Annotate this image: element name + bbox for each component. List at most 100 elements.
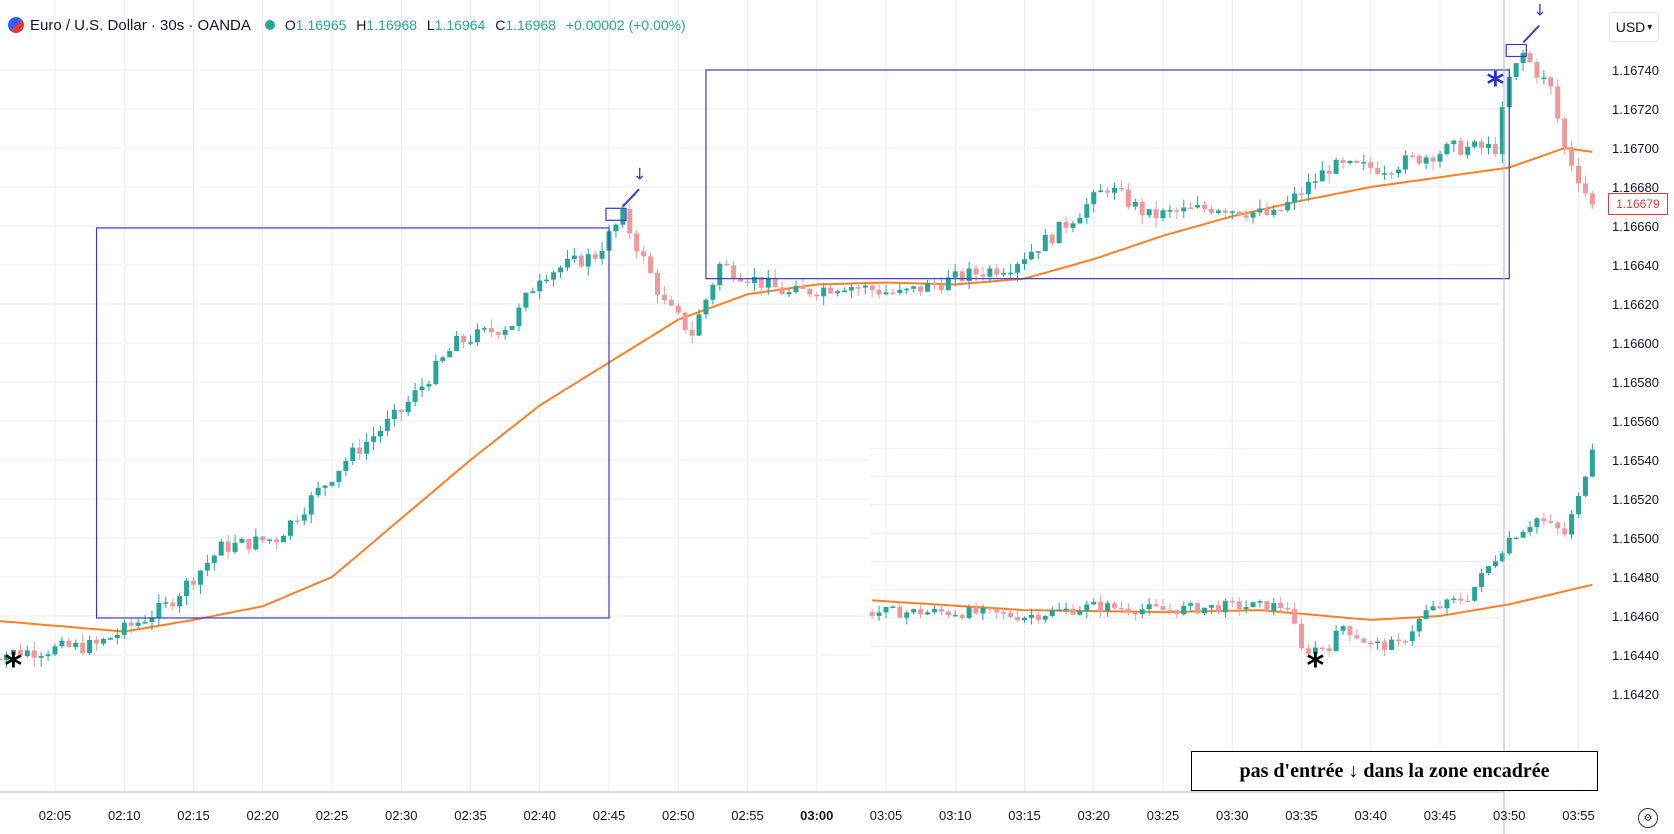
candle-body xyxy=(1132,612,1138,615)
candle-body xyxy=(807,288,813,295)
candle-body xyxy=(1527,527,1533,532)
candle-body xyxy=(1049,234,1055,244)
candle-body xyxy=(1202,607,1208,614)
candle-body xyxy=(689,329,695,336)
price-tick-label: 1.16480 xyxy=(1612,570,1659,585)
candle-body xyxy=(1465,600,1471,603)
candle-body xyxy=(558,267,564,273)
candle-body xyxy=(1112,187,1118,193)
candle-body xyxy=(0,658,3,661)
price-tick-label: 1.16740 xyxy=(1612,63,1659,78)
candle-body xyxy=(114,634,120,639)
candle-body xyxy=(793,286,799,293)
candle-body xyxy=(1451,140,1457,145)
candle-body xyxy=(897,606,903,618)
candle-body xyxy=(1125,608,1131,613)
candle-body xyxy=(814,294,820,297)
settings-gear-icon[interactable]: ⚙ xyxy=(1638,808,1658,828)
candle-body xyxy=(267,539,273,541)
candle-body xyxy=(668,300,674,306)
candle-body xyxy=(758,276,764,288)
candle-body xyxy=(1472,586,1478,601)
candle-body xyxy=(1333,159,1339,174)
candle-body xyxy=(745,281,750,284)
candle-body xyxy=(918,609,924,615)
candle-body xyxy=(1430,157,1436,162)
candle-body xyxy=(308,495,314,515)
candle-body xyxy=(828,287,834,294)
time-tick-label: 02:15 xyxy=(177,808,210,823)
candle-body xyxy=(1001,273,1007,275)
price-tick-label: 1.16440 xyxy=(1612,648,1659,663)
candle-body xyxy=(994,609,1000,613)
candle-body xyxy=(1347,626,1353,636)
candle-body xyxy=(675,305,681,313)
candle-body xyxy=(45,654,51,657)
candle-body xyxy=(239,538,245,543)
candle-body xyxy=(488,328,494,333)
candle-body xyxy=(1520,53,1526,64)
candle-body xyxy=(1576,495,1581,515)
candle-body xyxy=(1070,608,1076,615)
candle-body xyxy=(1305,648,1311,654)
candle-body xyxy=(876,289,882,295)
candle-body xyxy=(918,286,924,292)
candle-body xyxy=(1582,476,1588,496)
candle-body xyxy=(952,614,958,617)
candle-body xyxy=(1492,143,1498,155)
candle-body xyxy=(177,596,183,607)
candle-body xyxy=(1174,610,1180,615)
currency-select[interactable]: USD ▾ xyxy=(1609,12,1659,42)
candle-body xyxy=(454,335,460,352)
ohlc-close-label: C xyxy=(495,17,506,33)
candle-body xyxy=(384,418,390,431)
candle-body xyxy=(1188,603,1194,606)
candle-body xyxy=(1028,251,1034,260)
candle-body xyxy=(1257,601,1263,603)
candle-body xyxy=(94,639,100,644)
candle-body xyxy=(461,335,467,343)
moving-average-line xyxy=(0,146,1593,633)
candle-body xyxy=(412,390,418,402)
price-tick-label: 1.16600 xyxy=(1612,336,1659,351)
candle-body xyxy=(862,285,868,288)
candle-body xyxy=(1042,234,1048,252)
candle-body xyxy=(1181,605,1187,615)
candle-body xyxy=(73,642,79,647)
inset-background xyxy=(870,436,1500,675)
time-tick-label: 03:15 xyxy=(1008,808,1041,823)
candle-body xyxy=(1513,537,1519,540)
candle-body xyxy=(149,617,155,623)
candle-body xyxy=(1416,155,1422,164)
drawing-overlays: ↓ ↓ * * * xyxy=(5,1,1547,686)
candle-body xyxy=(66,640,72,647)
candle-body xyxy=(1125,189,1131,207)
candle-body xyxy=(717,263,723,286)
time-tick-label: 02:40 xyxy=(523,808,556,823)
candle-body xyxy=(1243,215,1249,218)
candle-body xyxy=(1555,522,1561,529)
candle-body xyxy=(1084,204,1090,218)
time-tick-label: 02:50 xyxy=(662,808,695,823)
candle-body xyxy=(883,607,889,613)
candle-body xyxy=(170,602,176,607)
symbol-title[interactable]: Euro / U.S. Dollar · 30s · OANDA xyxy=(30,16,251,34)
candle-body xyxy=(1382,173,1388,175)
candle-body xyxy=(883,292,889,295)
candle-body xyxy=(59,640,65,647)
candle-body xyxy=(654,273,660,295)
candle-body xyxy=(10,650,16,655)
candle-body xyxy=(682,312,688,330)
candle-body xyxy=(1208,208,1214,213)
candle-body xyxy=(1215,210,1221,213)
candle-body xyxy=(1513,63,1519,77)
candle-body xyxy=(938,284,944,291)
ohlc-high-label: H xyxy=(356,17,367,33)
candle-body xyxy=(1008,612,1014,617)
candle-body xyxy=(426,384,432,387)
candle-body xyxy=(1222,210,1228,213)
candle-body xyxy=(1271,209,1277,216)
candle-body xyxy=(142,622,148,624)
time-tick-label: 02:35 xyxy=(454,808,487,823)
